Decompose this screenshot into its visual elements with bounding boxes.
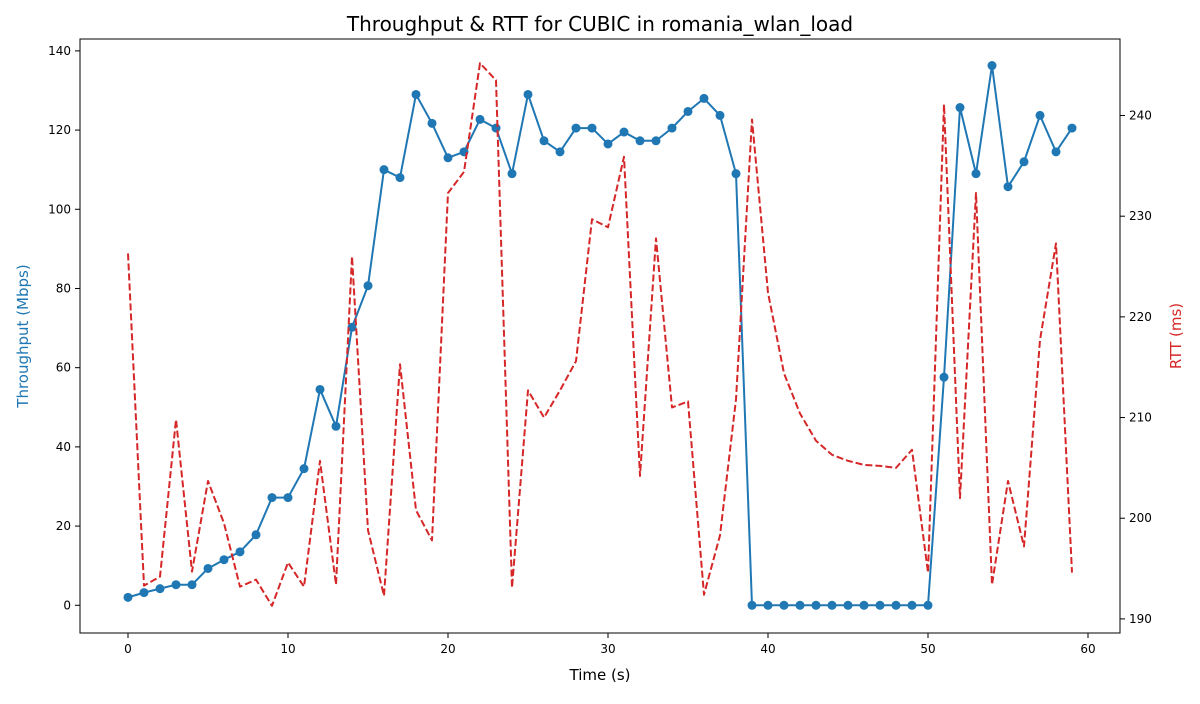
plot-area-frame [79, 38, 1121, 634]
throughput-point [715, 110, 725, 120]
series-layer [123, 61, 1077, 610]
throughput-point [443, 153, 453, 163]
throughput-point [603, 139, 613, 149]
x-tick-label: 10 [280, 642, 295, 656]
throughput-point [1035, 110, 1045, 120]
throughput-point [139, 588, 149, 598]
y-right-tick-label: 210 [1129, 411, 1152, 425]
y-right-tick-label: 230 [1129, 209, 1152, 223]
throughput-point [347, 322, 357, 332]
y-left-tick-label: 60 [56, 361, 71, 375]
throughput-point [859, 600, 869, 610]
rtt-series-line [127, 62, 1073, 607]
throughput-point [395, 173, 405, 183]
y-left-tick-label: 20 [56, 519, 71, 533]
throughput-point [299, 464, 309, 474]
y-axis-left-title: Throughput (Mbps) [14, 264, 32, 408]
throughput-point [187, 580, 197, 590]
throughput-point [811, 600, 821, 610]
throughput-point [251, 530, 261, 540]
x-axis: 0 10 20 30 40 50 60 [124, 633, 1096, 656]
throughput-point [795, 600, 805, 610]
throughput-point [1003, 182, 1013, 192]
y-right-tick-label: 220 [1129, 310, 1152, 324]
y-left-tick-label: 140 [48, 44, 71, 58]
throughput-point [363, 281, 373, 291]
throughput-point [843, 600, 853, 610]
throughput-point [731, 169, 741, 179]
throughput-point [331, 421, 341, 431]
y-right-tick-label: 240 [1129, 109, 1152, 123]
throughput-point [491, 123, 501, 133]
throughput-point [587, 123, 597, 133]
throughput-point [955, 103, 965, 113]
throughput-point [939, 372, 949, 382]
throughput-point [523, 89, 533, 99]
x-tick-label: 40 [760, 642, 775, 656]
throughput-point [747, 600, 757, 610]
throughput-point [763, 600, 773, 610]
throughput-point [971, 169, 981, 179]
y-left-tick-label: 80 [56, 281, 71, 295]
throughput-point [667, 123, 677, 133]
throughput-point [427, 118, 437, 128]
throughput-point [923, 600, 933, 610]
throughput-point [155, 584, 165, 594]
throughput-point [475, 114, 485, 124]
y-axis-left: 0 20 40 60 80 100 120 140 [48, 44, 80, 612]
throughput-point [315, 384, 325, 394]
throughput-point [283, 493, 293, 503]
y-left-tick-label: 100 [48, 202, 71, 216]
throughput-point [875, 600, 885, 610]
throughput-point [379, 165, 389, 175]
throughput-point [1067, 123, 1077, 133]
y-axis-right-title: RTT (ms) [1167, 303, 1185, 369]
throughput-point [507, 169, 517, 179]
y-left-tick-label: 120 [48, 123, 71, 137]
x-tick-label: 0 [124, 642, 132, 656]
y-left-tick-label: 0 [63, 598, 71, 612]
throughput-point [683, 106, 693, 116]
throughput-point [1019, 157, 1029, 167]
throughput-point [203, 563, 213, 573]
throughput-point [539, 136, 549, 146]
throughput-point [219, 555, 229, 565]
x-tick-label: 20 [440, 642, 455, 656]
throughput-point [827, 600, 837, 610]
throughput-point [555, 147, 565, 157]
throughput-point [651, 136, 661, 146]
y-right-tick-label: 190 [1129, 612, 1152, 626]
throughput-point [267, 493, 277, 503]
throughput-point [1051, 147, 1061, 157]
throughput-point [779, 600, 789, 610]
throughput-point [171, 580, 181, 590]
throughput-point [907, 600, 917, 610]
x-tick-label: 30 [600, 642, 615, 656]
throughput-series-line [127, 64, 1073, 607]
chart-title: Throughput & RTT for CUBIC in romania_wl… [346, 12, 853, 36]
x-tick-label: 60 [1080, 642, 1095, 656]
throughput-point [619, 127, 629, 137]
throughput-point [235, 547, 245, 557]
y-left-tick-label: 40 [56, 440, 71, 454]
throughput-point [987, 61, 997, 71]
y-right-tick-label: 200 [1129, 511, 1152, 525]
throughput-point [571, 123, 581, 133]
throughput-point [891, 600, 901, 610]
x-axis-title: Time (s) [569, 666, 631, 684]
throughput-point [411, 89, 421, 99]
y-axis-right: 190 200 210 220 230 240 [1120, 109, 1152, 626]
x-tick-label: 50 [920, 642, 935, 656]
throughput-point [699, 93, 709, 103]
throughput-point [635, 136, 645, 146]
throughput-point [123, 592, 133, 602]
